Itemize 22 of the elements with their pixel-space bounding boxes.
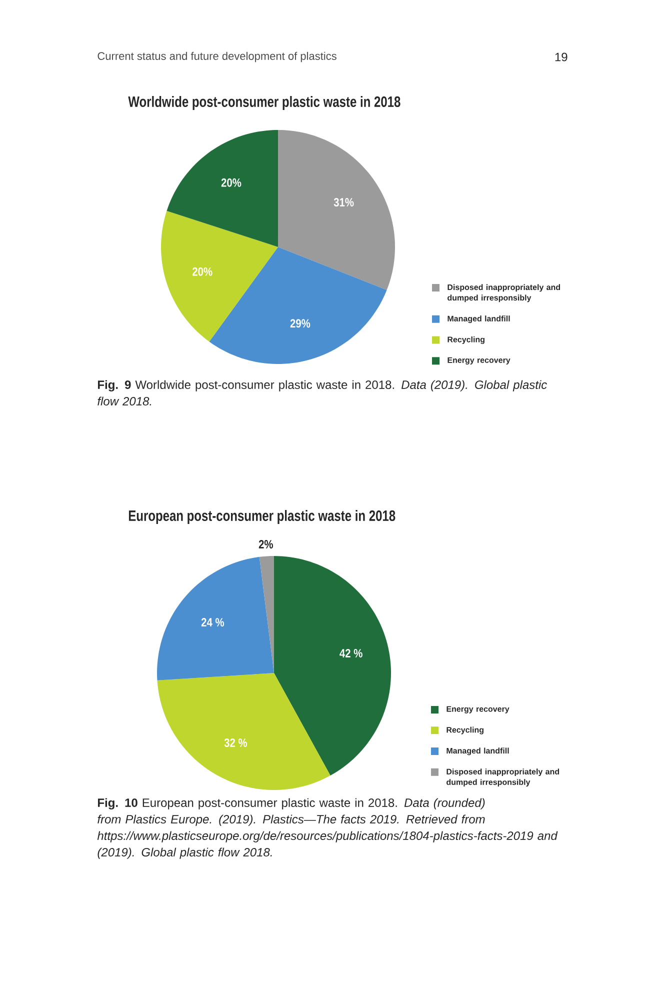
legend-label: Energy recovery [448, 357, 510, 365]
legend-label: Energy recovery [446, 706, 510, 714]
legend-label: Recycling [448, 336, 484, 344]
data-label: 2% [258, 540, 274, 548]
chart-title: European post-consumer plastic waste in 2018 [128, 510, 396, 524]
legend-label: Recycling [446, 726, 484, 734]
legend-label: Disposed inappropriately and dumped irresponsibly [448, 284, 560, 302]
data-label: 32 % [224, 738, 248, 747]
data-label: 31% [334, 198, 354, 207]
data-label: 20% [221, 178, 242, 187]
legend-label: Managed landfill [448, 316, 510, 324]
legend-label: Disposed inappropriately and dumped irresponsibly [446, 768, 560, 787]
data-label: 42 % [340, 648, 362, 658]
chart-title: Worldwide post-consumer plastic waste in 2018 [128, 96, 400, 110]
legend-label: Managed landfill [446, 748, 509, 756]
text: Fig. 9 Worldwide post-consumer plastic waste in 2018. Data (2019). Global plastic flow 2018. [98, 380, 548, 406]
text: Fig. 10 European post-consumer plastic waste in 2018. Data (rounded) from Plastics Europe. (2019). Plastics—The facts 2019. Retrieved from https://www.plasticseurope.org/de/resources/publications/1804-plastics-facts-2019 and (2019). Global plastic flow 2018. [97, 798, 558, 859]
text: Current status and future development of plastics [98, 52, 336, 62]
data-label: 29% [290, 319, 310, 328]
data-label: 24 % [201, 618, 224, 627]
text: 19 [555, 52, 568, 62]
data-label: 20% [192, 267, 212, 276]
